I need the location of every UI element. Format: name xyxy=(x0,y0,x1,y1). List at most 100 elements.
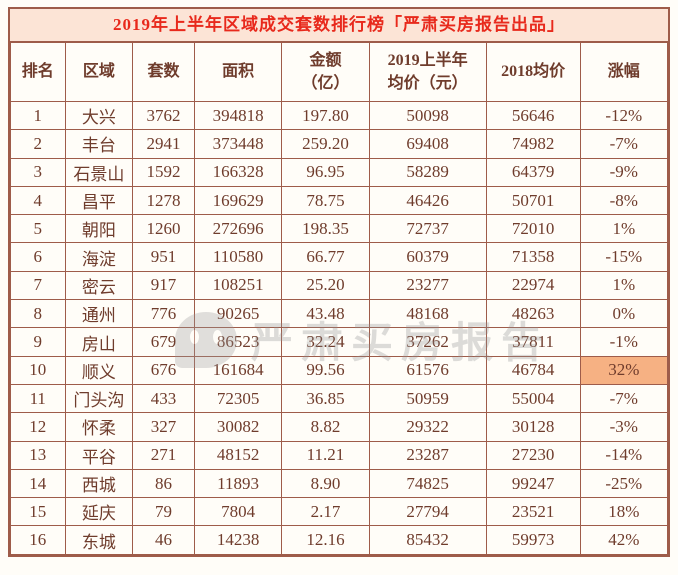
table-cell: -8% xyxy=(579,185,669,216)
table-row: 10 顺义 676 161684 99.56 61576 46784 32% xyxy=(10,355,669,385)
table-cell: 72737 xyxy=(368,214,487,244)
table-cell: 99.56 xyxy=(281,355,370,385)
table-cell: 99247 xyxy=(485,468,581,499)
table-cell: 776 xyxy=(132,299,195,329)
table-row: 5 朝阳 1260 272696 198.35 72737 72010 1% xyxy=(10,214,669,244)
table-cell: 13 xyxy=(10,440,66,470)
table-cell: -7% xyxy=(579,383,669,414)
table-cell: 373448 xyxy=(193,129,283,159)
table-cell: 2.17 xyxy=(281,497,370,527)
table-row: 13 平谷 271 48152 11.21 23287 27230 -14% xyxy=(10,440,669,470)
table-cell: 房山 xyxy=(64,327,134,357)
ranking-table: 排名 区域 套数 面积 金额 （亿） 2019上半年 均价（元） 2018均价 … xyxy=(10,42,669,555)
table-cell: 48152 xyxy=(193,440,283,470)
table-cell: 108251 xyxy=(193,270,283,301)
table-cell: 25.20 xyxy=(281,270,370,301)
table-cell: 85432 xyxy=(368,525,487,555)
table-cell: 198.35 xyxy=(281,214,370,244)
table-cell: 怀柔 xyxy=(64,412,134,442)
table-cell: 海淀 xyxy=(64,242,134,272)
table-cell: 79 xyxy=(132,497,195,527)
table-cell: 110580 xyxy=(193,242,283,272)
table-cell: 59973 xyxy=(485,525,581,555)
table-cell: 1 xyxy=(10,100,66,131)
table-cell: 昌平 xyxy=(64,185,134,216)
table-cell: 48168 xyxy=(368,299,487,329)
table-cell: 大兴 xyxy=(64,100,134,131)
table-cell: 676 xyxy=(132,355,195,385)
table-cell: 1% xyxy=(579,270,669,301)
table-cell: 86 xyxy=(132,468,195,499)
table-row: 8 通州 776 90265 43.48 48168 48263 0% xyxy=(10,299,669,329)
table-cell: 74982 xyxy=(485,129,581,159)
table-cell: 1260 xyxy=(132,214,195,244)
table-body: 1 大兴 3762 394818 197.80 50098 56646 -12% 2 丰台 2941… xyxy=(10,100,669,555)
table-cell: 8.82 xyxy=(281,412,370,442)
table-cell: 10 xyxy=(10,355,66,385)
table-row: 2 丰台 2941 373448 259.20 69408 74982 -7% xyxy=(10,129,669,159)
table-cell: -9% xyxy=(579,157,669,187)
col-header-change: 涨幅 xyxy=(579,42,669,102)
header-row: 排名 区域 套数 面积 金额 （亿） 2019上半年 均价（元） 2018均价 … xyxy=(10,42,669,102)
table-cell: 延庆 xyxy=(64,497,134,527)
table-cell: 30082 xyxy=(193,412,283,442)
table-cell: -1% xyxy=(579,327,669,357)
table-cell: 1592 xyxy=(132,157,195,187)
table-row: 15 延庆 79 7804 2.17 27794 23521 18% xyxy=(10,497,669,527)
col-header-units: 套数 xyxy=(132,42,195,102)
table-cell: 43.48 xyxy=(281,299,370,329)
table-row: 14 西城 86 11893 8.90 74825 99247 -25% xyxy=(10,468,669,499)
table-cell: 8 xyxy=(10,299,66,329)
table-cell: 66.77 xyxy=(281,242,370,272)
table-cell: 166328 xyxy=(193,157,283,187)
table-cell: 7 xyxy=(10,270,66,301)
table-cell: 58289 xyxy=(368,157,487,187)
table-cell: 23287 xyxy=(368,440,487,470)
table-cell: -14% xyxy=(579,440,669,470)
table-cell: -15% xyxy=(579,242,669,272)
table-cell: 50701 xyxy=(485,185,581,216)
table-cell: 3762 xyxy=(132,100,195,131)
table-cell: 4 xyxy=(10,185,66,216)
table-row: 12 怀柔 327 30082 8.82 29322 30128 -3% xyxy=(10,412,669,442)
table-cell: 3 xyxy=(10,157,66,187)
table-cell: 86523 xyxy=(193,327,283,357)
table-cell: 12.16 xyxy=(281,525,370,555)
table-cell: 96.95 xyxy=(281,157,370,187)
table-cell: 50098 xyxy=(368,100,487,131)
table-cell: -7% xyxy=(579,129,669,159)
table-cell: 顺义 xyxy=(64,355,134,385)
table-cell: 433 xyxy=(132,383,195,414)
table-row: 11 门头沟 433 72305 36.85 50959 55004 -7% xyxy=(10,383,669,414)
table-cell: 通州 xyxy=(64,299,134,329)
table-cell: 平谷 xyxy=(64,440,134,470)
col-header-2019-price: 2019上半年 均价（元） xyxy=(368,42,487,102)
table-cell: 8.90 xyxy=(281,468,370,499)
table-cell: 22974 xyxy=(485,270,581,301)
ranking-table-container: 2019年上半年区域成交套数排行榜「严肃买房报告出品」 排名 区域 套数 面积 … xyxy=(8,7,670,557)
table-cell: 0% xyxy=(579,299,669,329)
table-cell: 78.75 xyxy=(281,185,370,216)
table-cell: 74825 xyxy=(368,468,487,499)
table-cell: 石景山 xyxy=(64,157,134,187)
table-cell: 27794 xyxy=(368,497,487,527)
table-cell: 18% xyxy=(579,497,669,527)
table-cell: 1278 xyxy=(132,185,195,216)
table-cell: 951 xyxy=(132,242,195,272)
table-cell: 9 xyxy=(10,327,66,357)
table-cell: 23277 xyxy=(368,270,487,301)
table-cell: 72010 xyxy=(485,214,581,244)
table-cell: 197.80 xyxy=(281,100,370,131)
table-cell: 东城 xyxy=(64,525,134,555)
table-cell: 5 xyxy=(10,214,66,244)
table-cell: 272696 xyxy=(193,214,283,244)
table-cell: 西城 xyxy=(64,468,134,499)
col-header-rank: 排名 xyxy=(10,42,66,102)
table-cell: 11 xyxy=(10,383,66,414)
table-cell: 6 xyxy=(10,242,66,272)
table-cell: 11893 xyxy=(193,468,283,499)
table-cell: 679 xyxy=(132,327,195,357)
table-cell: 37262 xyxy=(368,327,487,357)
table-cell: 46426 xyxy=(368,185,487,216)
